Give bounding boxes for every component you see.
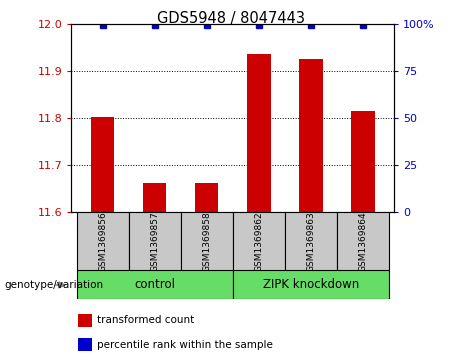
Text: GSM1369856: GSM1369856 <box>98 211 107 272</box>
Text: control: control <box>134 278 175 291</box>
Text: genotype/variation: genotype/variation <box>5 280 104 290</box>
Text: ZIPK knockdown: ZIPK knockdown <box>263 278 359 291</box>
Bar <box>351 111 375 212</box>
Bar <box>77 212 129 270</box>
Bar <box>91 117 114 212</box>
Text: GSM1369857: GSM1369857 <box>150 211 159 272</box>
Text: GSM1369863: GSM1369863 <box>307 211 315 272</box>
Text: GSM1369858: GSM1369858 <box>202 211 211 272</box>
Bar <box>78 338 92 351</box>
Bar <box>337 212 389 270</box>
Bar <box>143 183 166 212</box>
Bar <box>77 270 233 299</box>
Text: percentile rank within the sample: percentile rank within the sample <box>97 340 273 350</box>
Bar <box>233 270 389 299</box>
Text: transformed count: transformed count <box>97 315 195 325</box>
Text: GSM1369862: GSM1369862 <box>254 211 263 272</box>
Bar <box>129 212 181 270</box>
Bar <box>195 183 219 212</box>
Text: GSM1369864: GSM1369864 <box>358 211 367 272</box>
Bar <box>78 314 92 327</box>
Bar <box>247 54 271 212</box>
Text: GDS5948 / 8047443: GDS5948 / 8047443 <box>156 11 305 26</box>
Bar <box>285 212 337 270</box>
Bar <box>181 212 233 270</box>
Bar <box>299 59 323 212</box>
Bar <box>233 212 285 270</box>
